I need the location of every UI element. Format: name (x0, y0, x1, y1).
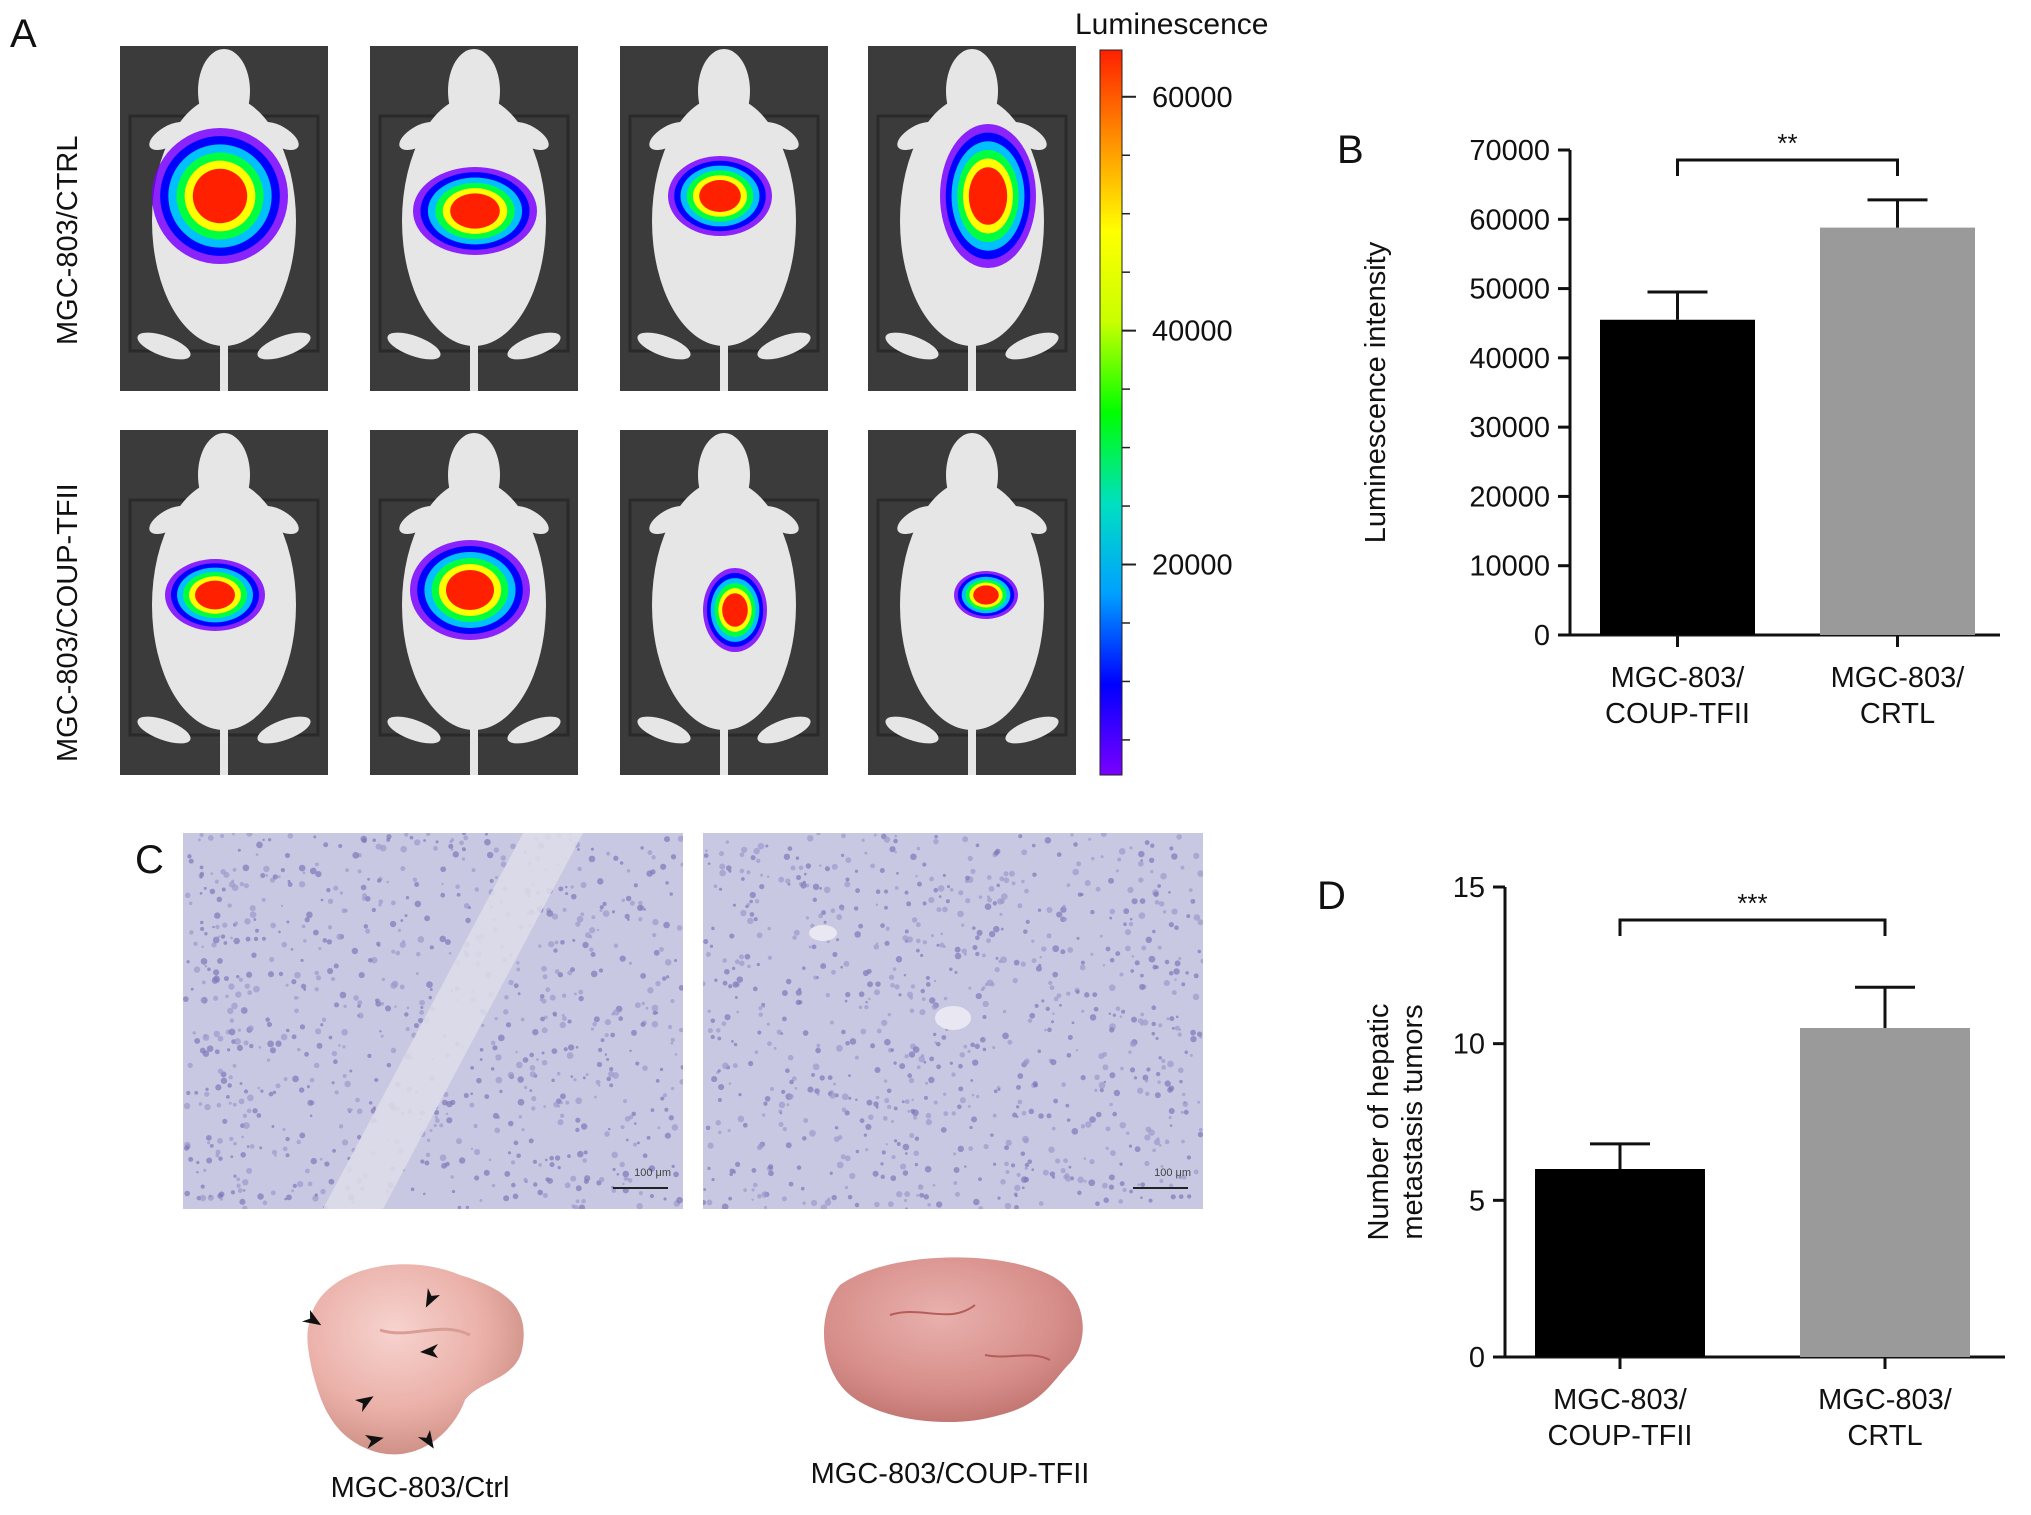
significance-stars: ** (1777, 128, 1797, 158)
mouse-image-tile (868, 430, 1076, 775)
mouse-image-tile (370, 430, 578, 775)
y-tick-label: 10000 (1469, 551, 1550, 583)
panel-d-letter: D (1317, 874, 1346, 918)
panel-c-letter: C (135, 838, 164, 882)
caption-liver-coup-tfii: MGC-803/COUP-TFII (810, 1458, 1090, 1490)
y-axis-label: Number of hepatic (1363, 1004, 1395, 1241)
y-axis-label: metastasis tumors (1397, 1004, 1429, 1239)
bar (1800, 1028, 1970, 1357)
luminescence-colorbar: 60000 40000 20000 (1099, 49, 1233, 776)
bar (1535, 1169, 1705, 1357)
histology-coup-tfii: 100 μm (703, 833, 1203, 1209)
liver-photo-ctrl (301, 1264, 524, 1455)
chart-b-luminescence-intensity: 0 10000 20000 30000 40000 50000 60000 70000 Lumi… (1360, 128, 2000, 730)
y-tick-label: 70000 (1469, 135, 1550, 167)
mouse-image-tile (120, 430, 328, 775)
y-tick-label: 10 (1453, 1029, 1485, 1061)
panel-a-letter: A (10, 12, 37, 56)
colorbar-tick-label: 20000 (1152, 550, 1233, 582)
y-tick-label: 5 (1469, 1185, 1485, 1217)
y-tick-label: 20000 (1469, 481, 1550, 513)
row-label-coup-tfii: MGC-803/COUP-TFII (52, 483, 84, 762)
colorbar-title: Luminescence (1075, 8, 1269, 41)
y-tick-label: 0 (1534, 620, 1550, 652)
x-tick-label: MGC-803/ (1831, 662, 1966, 694)
y-tick-label: 30000 (1469, 412, 1550, 444)
mouse-image-tile (620, 430, 828, 775)
x-tick-label: CRTL (1860, 698, 1935, 730)
y-tick-label: 40000 (1469, 343, 1550, 375)
panel-b-letter: B (1337, 128, 1364, 172)
x-tick-label: MGC-803/ (1553, 1384, 1688, 1416)
colorbar-tick-label: 60000 (1152, 82, 1233, 114)
bar (1600, 319, 1755, 635)
x-tick-label: MGC-803/ (1818, 1384, 1953, 1416)
mouse-image-tile (370, 46, 578, 391)
liver-photo-coup-tfii (823, 1257, 1083, 1423)
bar (1820, 227, 1975, 635)
y-tick-label: 60000 (1469, 204, 1550, 236)
significance-stars: *** (1737, 888, 1767, 918)
significance-bracket (1676, 158, 1899, 176)
scale-bar-label-2: 100 μm (1154, 1167, 1191, 1179)
scale-bar-label-1: 100 μm (634, 1167, 671, 1179)
y-tick-label: 15 (1453, 872, 1485, 904)
colorbar-tick-label: 40000 (1152, 316, 1233, 348)
x-tick-label: CRTL (1847, 1420, 1922, 1452)
x-tick-label: MGC-803/ (1611, 662, 1746, 694)
mouse-image-tile (868, 46, 1076, 391)
y-tick-label: 50000 (1469, 274, 1550, 306)
y-tick-label: 0 (1469, 1342, 1485, 1374)
histology-ctrl: 100 μm (183, 833, 683, 1209)
mouse-image-tile (120, 46, 328, 391)
chart-d-hepatic-metastasis: 0 5 10 15 Number of hepatic metastasis tumors… (1363, 872, 2005, 1452)
x-tick-label: COUP-TFII (1548, 1420, 1693, 1452)
x-tick-label: COUP-TFII (1605, 698, 1750, 730)
y-axis-label: Luminescence intensity (1360, 241, 1392, 543)
mouse-image-tile (620, 46, 828, 391)
significance-bracket (1618, 918, 1887, 936)
row-label-ctrl: MGC-803/CTRL (52, 135, 84, 346)
caption-liver-ctrl: MGC-803/Ctrl (330, 1472, 510, 1504)
colorbar-gradient (1099, 49, 1123, 776)
